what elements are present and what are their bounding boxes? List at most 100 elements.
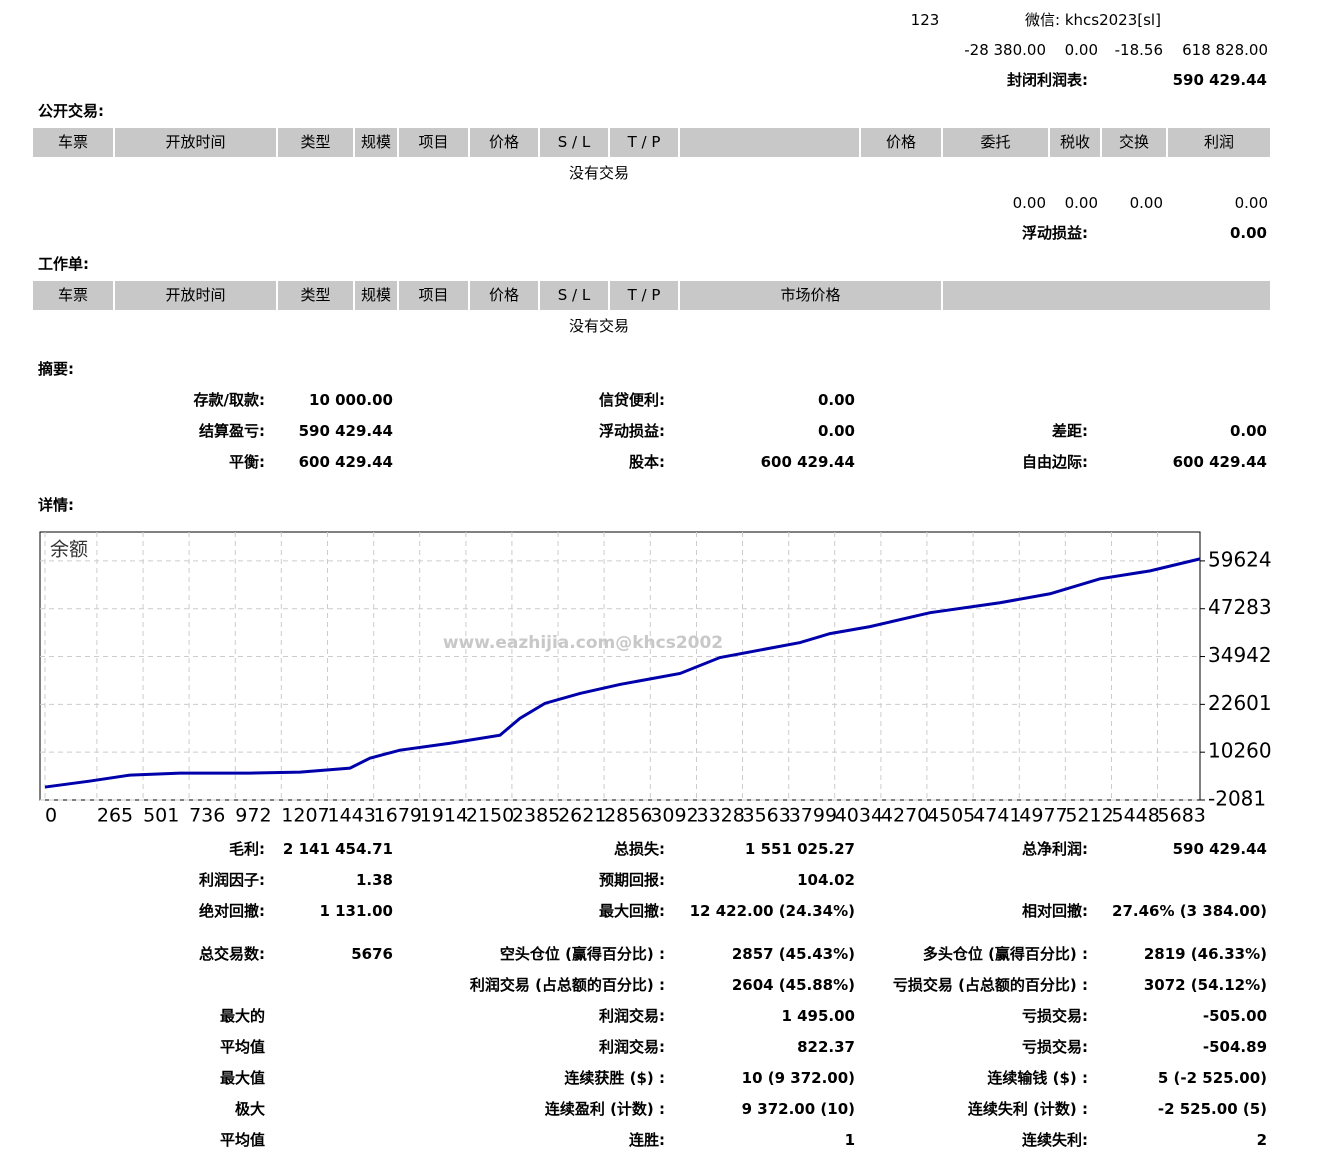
column-header: 车票 (33, 281, 115, 310)
stat-value: 600 429.44 (760, 453, 855, 471)
y-tick-label: 22601 (1208, 691, 1272, 715)
x-tick-label: 1914 (420, 805, 468, 827)
column-header: T / P (610, 281, 680, 310)
column-header: 委托 (943, 128, 1050, 157)
stat-value: -504.89 (1202, 1038, 1267, 1056)
y-tick-label: 59624 (1208, 547, 1272, 571)
column-header: 利润 (1168, 128, 1272, 157)
x-tick-label: 1679 (374, 805, 422, 827)
stat-label: 亏损交易: (1022, 1007, 1088, 1025)
column-header: T / P (610, 128, 680, 157)
column-header: S / L (540, 281, 610, 310)
stat-label: 利润交易 (占总额的百分比) : (469, 976, 665, 994)
section-title: 工作单: (38, 255, 89, 273)
stat-value: 2857 (45.43%) (731, 945, 855, 963)
stat-value: 2819 (46.33%) (1143, 945, 1267, 963)
stat-label: 浮动损益: (599, 422, 665, 440)
watermark: www.eazhijia.com@khcs2002 (443, 633, 723, 653)
stat-value: 10 000.00 (309, 391, 393, 409)
stat-label: 利润交易: (599, 1038, 665, 1056)
header-cell-blank (680, 128, 861, 157)
x-tick-label: 4977 (1019, 805, 1067, 827)
column-header: 类型 (278, 281, 355, 310)
x-tick-label: 2856 (604, 805, 652, 827)
stat-label: 最大的 (219, 1007, 265, 1025)
x-tick-label: 3799 (789, 805, 837, 827)
stat-value: 1 551 025.27 (744, 840, 855, 858)
stat-value: -505.00 (1202, 1007, 1267, 1025)
empty-message: 没有交易 (568, 317, 629, 335)
x-tick-label: 736 (189, 805, 225, 827)
stat-label: 连续输钱 ($) : (987, 1069, 1088, 1087)
x-tick-label: 4505 (927, 805, 975, 827)
section-title: 详情: (38, 496, 74, 514)
column-header: 类型 (278, 128, 355, 157)
total-value: 0.00 (1012, 194, 1046, 212)
x-tick-label: 2385 (512, 805, 560, 827)
stat-label: 存款/取款: (193, 391, 265, 409)
stat-label: 最大回撤: (599, 902, 665, 920)
column-header: 交换 (1102, 128, 1168, 157)
x-tick-label: 5212 (1065, 805, 1113, 827)
stat-value: 2 141 454.71 (282, 840, 393, 858)
stat-label: 平衡: (229, 453, 265, 471)
y-tick-label: 10260 (1208, 739, 1272, 763)
column-header: 税收 (1050, 128, 1102, 157)
stat-label: 平均值 (219, 1038, 265, 1056)
stat-value: 5676 (351, 945, 393, 963)
stat-value: 10 (9 372.00) (741, 1069, 855, 1087)
balance-line (44, 557, 1201, 789)
column-header: 项目 (399, 281, 470, 310)
stat-label: 多头仓位 (赢得百分比) : (922, 945, 1088, 963)
y-tick-label: 47283 (1208, 595, 1272, 619)
stat-label: 亏损交易: (1022, 1038, 1088, 1056)
stat-label: 毛利: (229, 840, 265, 858)
stat-label: 最大值 (219, 1069, 265, 1087)
stat-label: 亏损交易 (占总额的百分比) : (892, 976, 1088, 994)
header-value: 618 828.00 (1182, 41, 1268, 59)
header-value: -18.56 (1114, 41, 1163, 59)
stat-value: 822.37 (797, 1038, 855, 1056)
x-tick-label: 2150 (466, 805, 514, 827)
x-tick-label: 972 (235, 805, 271, 827)
stat-value: 0.00 (817, 422, 855, 440)
stat-value: 0.00 (1229, 422, 1267, 440)
stat-label: 总损失: (614, 840, 665, 858)
column-header: 规模 (355, 281, 399, 310)
y-tick-label: -2081 (1208, 787, 1266, 811)
x-tick-label: 0 (45, 805, 57, 827)
total-value: 0.00 (1234, 194, 1268, 212)
x-tick-label: 3092 (650, 805, 698, 827)
x-tick-label: 4270 (881, 805, 929, 827)
x-tick-label: 4741 (973, 805, 1021, 827)
stat-value: 600 429.44 (1172, 453, 1267, 471)
stat-value: 1 (844, 1131, 855, 1149)
stat-value: 1.38 (355, 871, 393, 889)
header-cell-blank (943, 281, 1272, 310)
column-header: 开放时间 (115, 128, 278, 157)
stat-label: 连续失利: (1022, 1131, 1088, 1149)
x-tick-label: 1443 (327, 805, 375, 827)
floating-label: 浮动损益: (1022, 224, 1088, 242)
stat-label: 结算盈亏: (199, 422, 265, 440)
section-title: 公开交易: (38, 102, 104, 120)
column-header: 车票 (33, 128, 115, 157)
stat-label: 利润交易: (599, 1007, 665, 1025)
stat-label: 自由边际: (1022, 453, 1088, 471)
stat-value: 590 429.44 (1172, 840, 1267, 858)
stat-value: 0.00 (817, 391, 855, 409)
stat-label: 利润因子: (199, 871, 265, 889)
stat-value: 1 131.00 (319, 902, 393, 920)
column-header: 价格 (470, 281, 540, 310)
stat-label: 平均值 (219, 1131, 265, 1149)
stat-value: 104.02 (797, 871, 855, 889)
x-tick-label: 4034 (835, 805, 883, 827)
wechat: 微信: khcs2023[sl] (1025, 11, 1161, 29)
closed-label: 封闭利润表: (1007, 71, 1088, 89)
stat-value: -2 525.00 (5) (1157, 1100, 1267, 1118)
stat-value: 9 372.00 (10) (741, 1100, 855, 1118)
column-header: 价格 (470, 128, 540, 157)
account-code: 123 (910, 11, 940, 29)
